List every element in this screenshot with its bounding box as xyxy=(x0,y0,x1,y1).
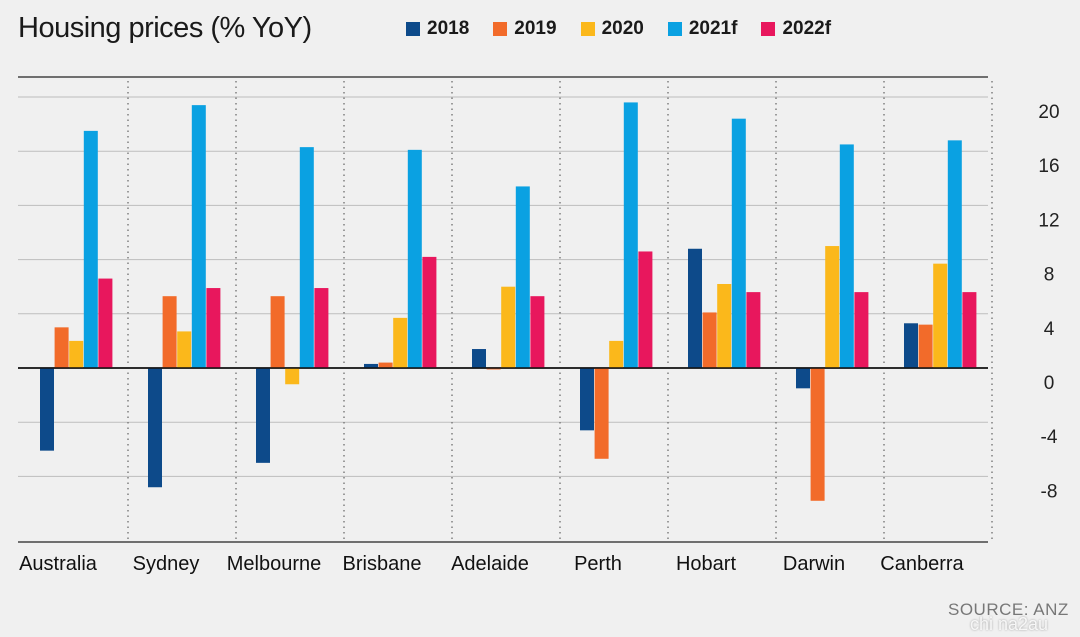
legend-swatch-2022f xyxy=(761,22,776,36)
bar-2022f-brisbane xyxy=(422,256,437,368)
bar-2021f-melbourne xyxy=(299,147,314,368)
x-tick-label: Sydney xyxy=(133,553,200,575)
legend-swatch-2021f xyxy=(667,22,682,36)
bar-2018-darwin xyxy=(796,368,810,389)
bar-2018-canberra xyxy=(904,323,918,368)
legend-label-2020: 2020 xyxy=(601,18,644,39)
bar-2020-hobart xyxy=(717,283,732,368)
bar-2021f-adelaide xyxy=(515,186,530,368)
x-tick-label: Perth xyxy=(574,553,622,575)
bar-2019-canberra xyxy=(918,324,933,368)
chart-title: Housing prices (% YoY) xyxy=(18,12,312,44)
y-tick-label: -8 xyxy=(1041,481,1058,502)
bar-2021f-hobart xyxy=(731,118,746,369)
y-tick-label: 4 xyxy=(1044,319,1055,340)
watermark: chi na2au xyxy=(970,614,1049,634)
x-tick-label: Adelaide xyxy=(451,553,529,575)
legend-item-2020: 2020 xyxy=(580,18,644,40)
bar-2019-perth xyxy=(594,368,609,459)
bar-2020-darwin xyxy=(825,246,840,368)
bar-2021f-brisbane xyxy=(407,149,422,368)
bar-2018-australia xyxy=(40,368,54,451)
bar-2022f-adelaide xyxy=(530,296,545,368)
bar-2018-melbourne xyxy=(256,368,270,463)
legend-item-2019: 2019 xyxy=(493,18,557,40)
source-note: SOURCE: ANZ xyxy=(948,600,1069,619)
bar-2020-adelaide xyxy=(501,286,516,368)
bar-2022f-sydney xyxy=(206,288,221,368)
bar-2019-sydney xyxy=(162,296,177,368)
bar-2018-adelaide xyxy=(472,349,486,368)
y-tick-label: 0 xyxy=(1044,373,1055,394)
bar-2021f-sydney xyxy=(191,105,206,368)
bar-2018-perth xyxy=(580,368,594,431)
y-tick-label: -4 xyxy=(1041,427,1058,448)
bar-2022f-australia xyxy=(98,278,113,368)
y-tick-label: 8 xyxy=(1044,265,1055,286)
legend-item-2018: 2018 xyxy=(406,18,469,40)
legend-item-2022f: 2022f xyxy=(761,18,831,40)
bar-2022f-hobart xyxy=(746,292,761,368)
legend-swatch-2020 xyxy=(580,22,595,36)
bar-2022f-perth xyxy=(638,251,653,368)
legend-item-2021f: 2021f xyxy=(667,18,738,40)
x-tick-label: Melbourne xyxy=(227,553,322,575)
bar-2019-brisbane xyxy=(378,362,393,368)
bar-2018-brisbane xyxy=(364,363,378,368)
x-tick-label: Brisbane xyxy=(343,553,422,575)
bar-2019-darwin xyxy=(810,368,825,501)
bar-2019-hobart xyxy=(702,312,717,368)
bar-2021f-australia xyxy=(83,130,98,368)
legend-swatch-2019 xyxy=(493,22,508,36)
bar-2020-australia xyxy=(69,340,84,368)
bar-2021f-canberra xyxy=(947,140,962,368)
legend-label-2018: 2018 xyxy=(427,18,470,39)
bar-2022f-canberra xyxy=(962,292,977,368)
x-tick-label: Hobart xyxy=(676,553,736,575)
bar-2021f-perth xyxy=(623,102,638,369)
bar-2019-melbourne xyxy=(270,296,285,368)
bar-2020-melbourne xyxy=(285,368,300,385)
bar-2022f-darwin xyxy=(854,292,869,368)
y-tick-label: 20 xyxy=(1038,102,1059,123)
y-tick-label: 12 xyxy=(1038,210,1059,231)
bar-2020-perth xyxy=(609,340,624,368)
x-tick-label: Darwin xyxy=(783,553,845,575)
legend-swatch-2018 xyxy=(406,22,420,36)
bar-2020-brisbane xyxy=(393,317,408,368)
y-tick-label: 16 xyxy=(1038,156,1059,177)
legend-label-2021f: 2021f xyxy=(688,18,738,39)
bar-2020-canberra xyxy=(933,263,948,368)
bar-2019-australia xyxy=(54,327,69,368)
legend-label-2019: 2019 xyxy=(514,18,557,39)
bar-2021f-darwin xyxy=(839,144,854,368)
x-tick-label: Canberra xyxy=(880,553,964,575)
bar-2020-sydney xyxy=(177,331,192,368)
bar-2022f-melbourne xyxy=(314,288,329,368)
bar-2018-sydney xyxy=(148,368,162,488)
legend: 2018 2019 2020 2021f 2022f xyxy=(406,18,855,40)
bar-2018-hobart xyxy=(688,248,702,368)
legend-label-2022f: 2022f xyxy=(782,18,832,39)
x-tick-label: Australia xyxy=(19,553,98,575)
